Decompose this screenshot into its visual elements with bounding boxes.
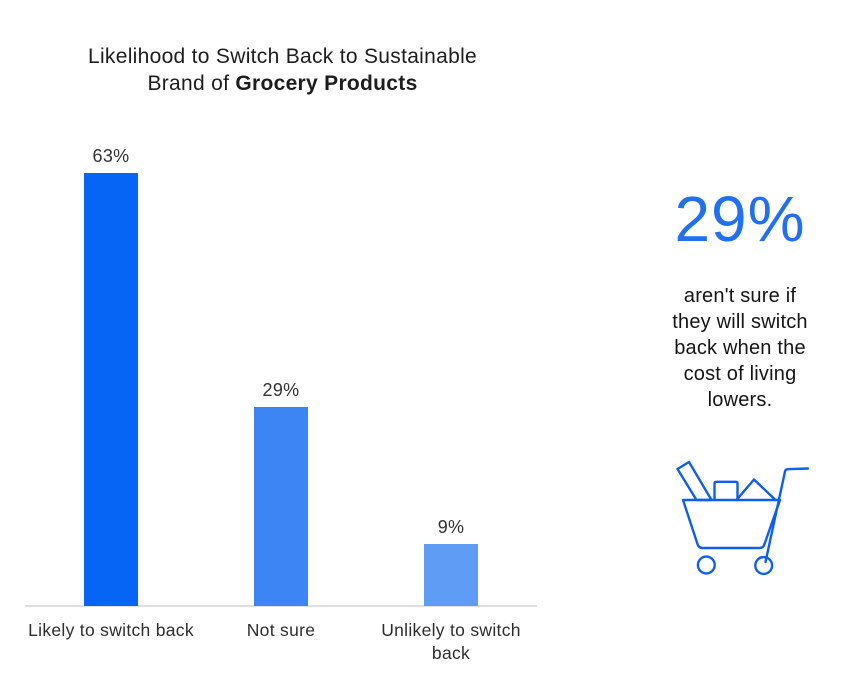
shopping-cart-icon — [676, 460, 810, 576]
bar-group-unlikely: 9% — [371, 516, 531, 606]
category-label-unlikely: Unlikely to switch back — [381, 620, 521, 663]
cart-handle — [764, 467, 810, 564]
bar-unlikely — [424, 544, 478, 606]
cart-wheel-left — [696, 555, 716, 575]
bar-likely — [84, 173, 138, 606]
chart-title-line2-bold: Grocery Products — [235, 72, 418, 95]
cart-item-triangle — [735, 478, 777, 502]
bar-value-label: 63% — [92, 146, 130, 166]
x-axis-line — [25, 605, 537, 607]
chart-title-line1: Likelihood to Switch Back to Sustainable — [87, 45, 478, 68]
bar-value-label: 29% — [262, 380, 300, 400]
bar-value-label: 9% — [437, 517, 465, 537]
chart-title-line2: Brand of Grocery Products — [30, 70, 535, 97]
bar-not-sure — [254, 407, 308, 606]
cart-item-baguette — [676, 460, 713, 502]
chart-title-line2-regular: Brand of — [147, 72, 236, 95]
category-label-likely: Likely to switch back — [28, 620, 194, 640]
cart-basket — [681, 498, 782, 550]
cart-item-box — [713, 480, 739, 502]
bar-group-likely: 63% — [31, 145, 191, 606]
callout-stat: 29% — [674, 183, 806, 255]
callout-description: aren't sure if they will switch back whe… — [672, 285, 808, 411]
chart-title: Likelihood to Switch Back to Sustainable… — [30, 43, 535, 97]
category-label-not-sure: Not sure — [246, 620, 316, 640]
cart-wheel-right — [754, 555, 774, 576]
bar-group-not-sure: 29% — [201, 379, 361, 606]
